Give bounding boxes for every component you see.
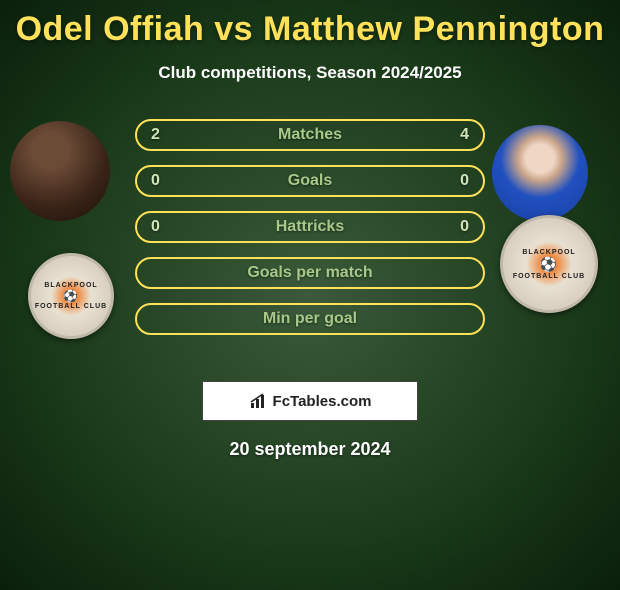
stat-left-value: 0	[151, 172, 179, 190]
logo-text: FcTables.com	[273, 393, 372, 410]
stat-label: Matches	[179, 126, 441, 144]
player-right-avatar	[492, 125, 588, 221]
club-badge-left: BLACKPOOL ⚽ FOOTBALL CLUB	[28, 253, 114, 339]
stat-right-value: 0	[441, 218, 469, 236]
stat-label: Min per goal	[179, 310, 441, 328]
stat-label: Hattricks	[179, 218, 441, 236]
stat-row-gpm: Goals per match	[135, 257, 485, 289]
club-badge-right: BLACKPOOL ⚽ FOOTBALL CLUB	[500, 215, 598, 313]
player-left-avatar	[10, 121, 110, 221]
stat-bars: 2 Matches 4 0 Goals 0 0 Hattricks 0 Goal…	[135, 111, 485, 335]
stat-row-goals: 0 Goals 0	[135, 165, 485, 197]
subtitle: Club competitions, Season 2024/2025	[0, 63, 620, 83]
chart-icon	[249, 393, 269, 409]
stat-right-value: 0	[441, 172, 469, 190]
stat-row-hattricks: 0 Hattricks 0	[135, 211, 485, 243]
stat-right-value: 4	[441, 126, 469, 144]
comparison-panel: BLACKPOOL ⚽ FOOTBALL CLUB BLACKPOOL ⚽ FO…	[0, 111, 620, 371]
fctables-logo: FcTables.com	[202, 381, 418, 421]
stat-label: Goals	[179, 172, 441, 190]
stat-row-mpg: Min per goal	[135, 303, 485, 335]
club-badge-left-text: BLACKPOOL ⚽ FOOTBALL CLUB	[31, 256, 111, 336]
stat-left-value: 2	[151, 126, 179, 144]
stat-left-value: 0	[151, 218, 179, 236]
club-badge-right-text: BLACKPOOL ⚽ FOOTBALL CLUB	[503, 218, 595, 310]
stat-label: Goals per match	[179, 264, 441, 282]
page-title: Odel Offiah vs Matthew Pennington	[0, 10, 620, 49]
stat-row-matches: 2 Matches 4	[135, 119, 485, 151]
date-text: 20 september 2024	[0, 439, 620, 460]
